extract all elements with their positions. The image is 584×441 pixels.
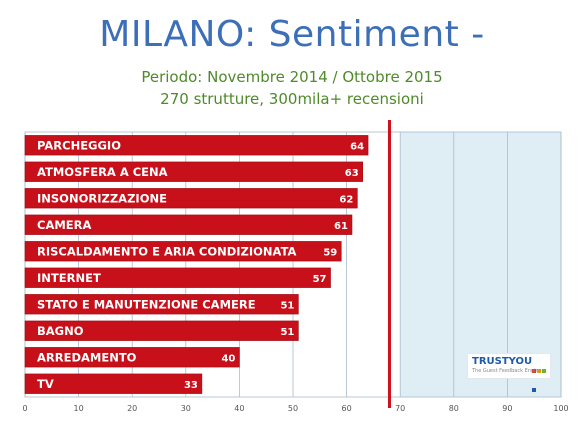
bar bbox=[24, 294, 299, 315]
bar bbox=[24, 267, 331, 288]
bar-category-label: INTERNET bbox=[37, 271, 101, 285]
bar-value-label: 63 bbox=[345, 168, 359, 179]
bar-value-label: 62 bbox=[339, 194, 353, 205]
bar bbox=[24, 241, 342, 262]
x-tick-label: 30 bbox=[181, 404, 191, 413]
chart-subtitle-period: Periodo: Novembre 2014 / Ottobre 2015 bbox=[141, 68, 443, 86]
logo-tagline: The Guest Feedback Engine bbox=[472, 368, 542, 374]
bar-value-label: 51 bbox=[280, 327, 294, 338]
bar bbox=[24, 161, 363, 182]
x-tick-label: 50 bbox=[288, 404, 298, 413]
bar-value-label: 59 bbox=[323, 247, 337, 258]
logo-name: TRUSTYOU bbox=[472, 356, 533, 367]
logo-dot bbox=[532, 388, 536, 392]
x-tick-label: 90 bbox=[502, 404, 512, 413]
trustyou-logo: TRUSTYOU The Guest Feedback Engine bbox=[467, 353, 551, 392]
bar-category-label: CAMERA bbox=[37, 218, 91, 232]
chart-title: MILANO: Sentiment - bbox=[99, 14, 485, 55]
bar bbox=[24, 188, 358, 209]
bar-value-label: 57 bbox=[313, 274, 327, 285]
bar-category-label: ATMOSFERA A CENA bbox=[37, 165, 168, 179]
bar-value-label: 40 bbox=[221, 353, 235, 364]
bar-category-label: RISCALDAMENTO E ARIA CONDIZIONATA bbox=[37, 244, 297, 258]
shaded-region bbox=[400, 132, 561, 397]
bar bbox=[24, 214, 353, 235]
bar-category-label: TV bbox=[37, 377, 54, 391]
x-tick-label: 0 bbox=[22, 404, 27, 413]
x-tick-label: 40 bbox=[234, 404, 244, 413]
bar bbox=[24, 373, 203, 394]
x-tick-label: 80 bbox=[449, 404, 459, 413]
bar bbox=[24, 347, 240, 368]
x-tick-label: 10 bbox=[74, 404, 84, 413]
x-tick-label: 100 bbox=[553, 404, 568, 413]
plot-frame bbox=[24, 131, 562, 398]
bar-category-label: STATO E MANUTENZIONE CAMERE bbox=[37, 297, 256, 311]
logo-dot bbox=[542, 369, 546, 373]
bar-category-label: PARCHEGGIO bbox=[37, 138, 121, 152]
bar bbox=[24, 135, 369, 156]
logo-dots-icon bbox=[532, 358, 550, 396]
bar-category-label: INSONORIZZAZIONE bbox=[37, 191, 167, 205]
logo-dot bbox=[537, 369, 541, 373]
x-tick-label: 20 bbox=[127, 404, 137, 413]
x-tick-label: 60 bbox=[342, 404, 352, 413]
chart-subtitle-scope: 270 strutture, 300mila+ recensioni bbox=[160, 90, 424, 108]
bar-value-label: 51 bbox=[280, 300, 294, 311]
bar-value-label: 64 bbox=[350, 141, 364, 152]
bar-category-label: ARREDAMENTO bbox=[37, 350, 137, 364]
bar bbox=[24, 320, 299, 341]
bar-value-label: 33 bbox=[184, 380, 198, 391]
bar-category-label: BAGNO bbox=[37, 324, 84, 338]
x-tick-label: 70 bbox=[395, 404, 405, 413]
logo-dot bbox=[532, 369, 536, 373]
bar-value-label: 61 bbox=[334, 221, 348, 232]
